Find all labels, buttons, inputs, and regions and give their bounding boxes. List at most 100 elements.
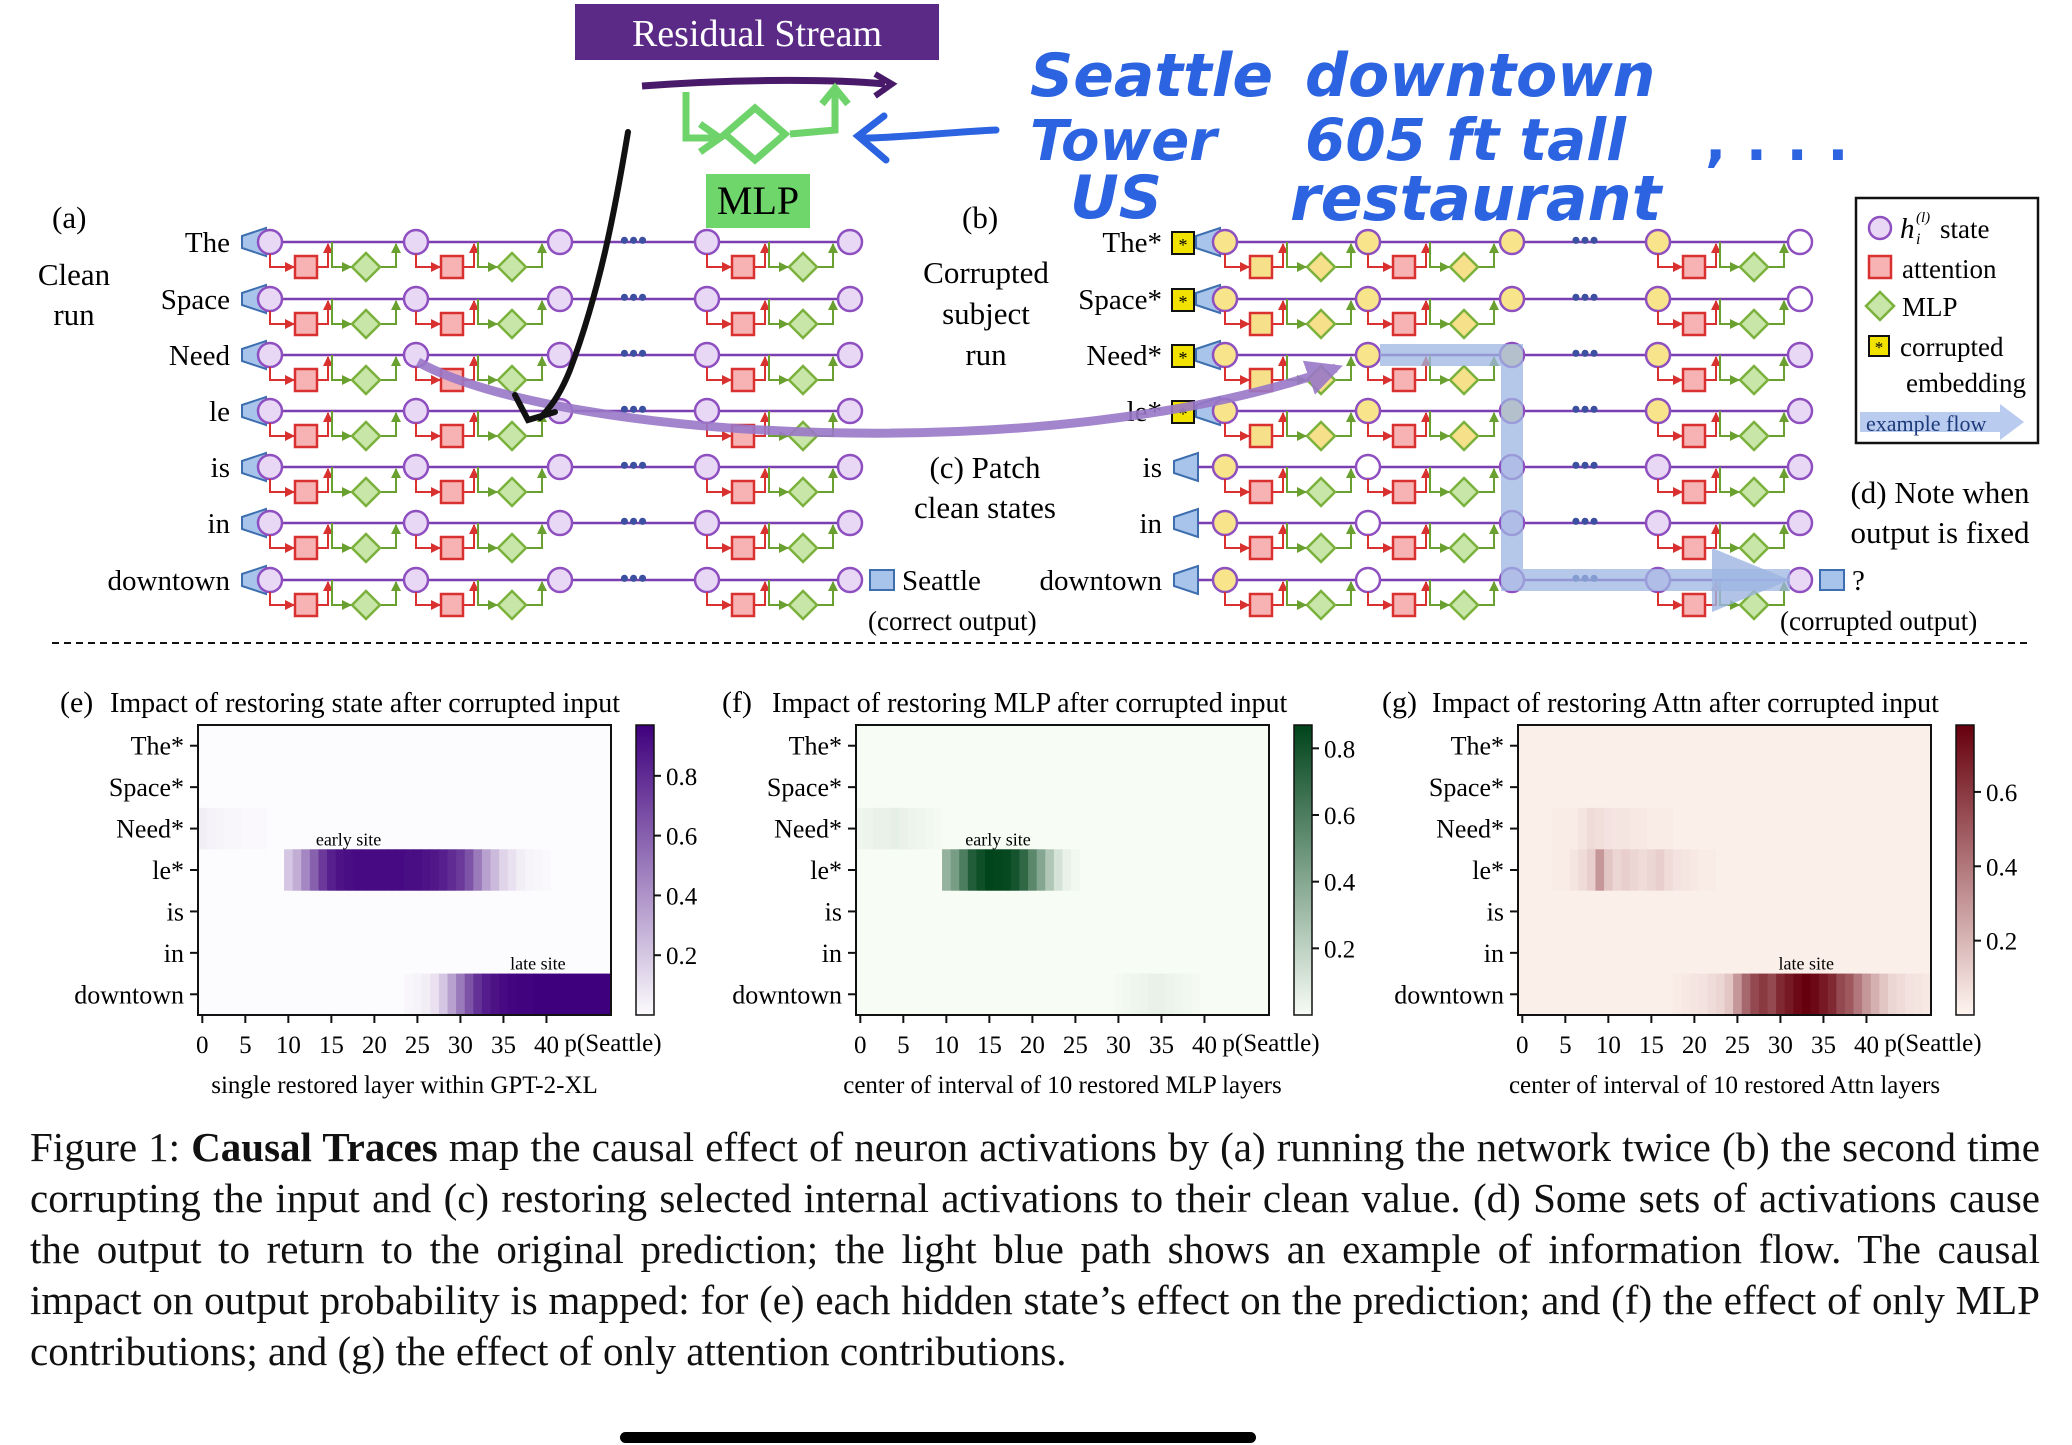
heatmap-cell bbox=[1053, 932, 1064, 975]
heatmap-cell bbox=[1853, 807, 1863, 850]
heatmap-cell bbox=[1784, 766, 1794, 809]
heatmap-cell bbox=[1638, 890, 1648, 933]
heatmap-cell bbox=[1879, 973, 1889, 1016]
heatmap-title: Impact of restoring Attn after corrupted… bbox=[1432, 688, 1939, 719]
heatmap-cell bbox=[533, 807, 543, 850]
heatmap-cell bbox=[421, 890, 431, 933]
heatmap-x-tick-label: 5 bbox=[897, 1032, 910, 1059]
heatmap-cell bbox=[967, 725, 978, 768]
heatmap-cell bbox=[1518, 766, 1528, 809]
mlp-out-arrow bbox=[1479, 524, 1499, 549]
heatmap-cell bbox=[198, 973, 208, 1016]
heatmap-cell bbox=[438, 849, 449, 892]
heatmap-cell bbox=[916, 766, 926, 809]
ellipsis-dots: ••• bbox=[620, 451, 647, 480]
heatmap-cell bbox=[1905, 807, 1915, 850]
heatmap-cell bbox=[206, 766, 216, 809]
heatmap-cell bbox=[524, 849, 535, 892]
heatmap-cell bbox=[1647, 849, 1657, 892]
token-label: Need bbox=[169, 340, 231, 372]
heatmap-cell bbox=[1019, 849, 1029, 892]
heatmap-cell bbox=[959, 890, 969, 933]
heatmap-row-label: Space* bbox=[109, 773, 184, 802]
heatmap-cell bbox=[464, 849, 474, 892]
heatmap-cell bbox=[378, 932, 388, 975]
colorbar-tick-label: 0.6 bbox=[1324, 803, 1355, 830]
heatmap-cell bbox=[1157, 849, 1167, 892]
heatmap-cell bbox=[1690, 766, 1700, 809]
heatmap-cell bbox=[1784, 849, 1794, 892]
heatmap-cell bbox=[1122, 725, 1132, 768]
attention-box bbox=[1681, 479, 1707, 505]
heatmap-cell bbox=[1698, 725, 1708, 768]
heatmap-cell bbox=[1827, 973, 1837, 1016]
heatmap-cell bbox=[1586, 849, 1597, 892]
heatmap-cell bbox=[1139, 725, 1150, 768]
corrupted-run-network: The* * •••Space* * •••Need* * •••le* * •••is •••i… bbox=[1040, 226, 1865, 621]
heatmap-cell bbox=[1088, 849, 1098, 892]
heatmap-cell bbox=[395, 849, 406, 892]
heatmap-cell bbox=[1096, 890, 1107, 933]
mlp-arrow bbox=[331, 411, 352, 441]
heatmap-cell bbox=[1543, 725, 1554, 768]
heatmap-cell bbox=[1715, 973, 1726, 1016]
heatmap-cell bbox=[430, 807, 440, 850]
heatmap-cell bbox=[215, 725, 225, 768]
heatmap-cell bbox=[559, 766, 569, 809]
mlp-out-arrow bbox=[1336, 412, 1356, 437]
heatmap-cell bbox=[1819, 725, 1829, 768]
heatmap-cell bbox=[198, 725, 208, 768]
heatmap-cell bbox=[585, 849, 595, 892]
heatmap-cell bbox=[559, 725, 569, 768]
heatmap-cell bbox=[318, 973, 328, 1016]
heatmap-cell bbox=[1664, 849, 1674, 892]
heatmap-cell bbox=[1621, 807, 1631, 850]
heatmap-cell bbox=[1200, 973, 1210, 1016]
heatmap-row-label: Need* bbox=[1436, 815, 1504, 844]
heatmap-cell bbox=[516, 890, 526, 933]
heatmap-cell bbox=[1088, 725, 1098, 768]
heatmap-cell bbox=[1793, 973, 1803, 1016]
heatmap-cell bbox=[1518, 973, 1528, 1016]
heatmap-cell bbox=[456, 766, 466, 809]
heatmap-cell bbox=[241, 725, 251, 768]
heatmap-cell bbox=[1827, 725, 1837, 768]
heatmap-cell bbox=[1733, 766, 1743, 809]
heatmap-cell bbox=[1518, 807, 1528, 850]
state-node bbox=[693, 397, 721, 425]
attention-out-arrow bbox=[318, 300, 333, 325]
heatmap-cell bbox=[899, 766, 909, 809]
heatmap-cell bbox=[1724, 849, 1734, 892]
heatmap-cell bbox=[1784, 807, 1794, 850]
heatmap-cell bbox=[1071, 766, 1081, 809]
heatmap-cell bbox=[976, 849, 986, 892]
heatmap-cell bbox=[473, 932, 483, 975]
heatmap-cell bbox=[899, 725, 909, 768]
heatmap-cell bbox=[1844, 807, 1855, 850]
heatmap-cell bbox=[1810, 807, 1820, 850]
state-node bbox=[1354, 509, 1382, 537]
heatmap-row-label: le* bbox=[152, 856, 184, 885]
mlp-out-arrow bbox=[1336, 356, 1356, 381]
heatmap-cell bbox=[1010, 766, 1021, 809]
heatmap-cell bbox=[593, 932, 603, 975]
heatmap-cell bbox=[301, 932, 311, 975]
attention-box bbox=[1248, 254, 1274, 280]
heatmap-cell bbox=[1518, 890, 1528, 933]
heatmap-cell bbox=[890, 849, 900, 892]
heatmap-cell bbox=[1251, 807, 1261, 850]
heatmap-cell bbox=[1767, 807, 1777, 850]
legend-corrupted-label: corrupted bbox=[1900, 332, 2004, 362]
heatmap-cell bbox=[1819, 932, 1829, 975]
mlp-diamond bbox=[1305, 476, 1337, 508]
heatmap-cell bbox=[275, 849, 285, 892]
heatmap-cell bbox=[593, 890, 603, 933]
heatmap-cell bbox=[1612, 725, 1622, 768]
heatmap-cell bbox=[1586, 973, 1597, 1016]
heatmap-cell bbox=[1561, 849, 1571, 892]
mlp-out-arrow bbox=[1336, 581, 1356, 606]
heatmap-cell bbox=[1105, 932, 1115, 975]
heatmap-cell bbox=[1157, 766, 1167, 809]
example-flow-path bbox=[1380, 344, 1790, 591]
heatmap-cell bbox=[1801, 932, 1812, 975]
